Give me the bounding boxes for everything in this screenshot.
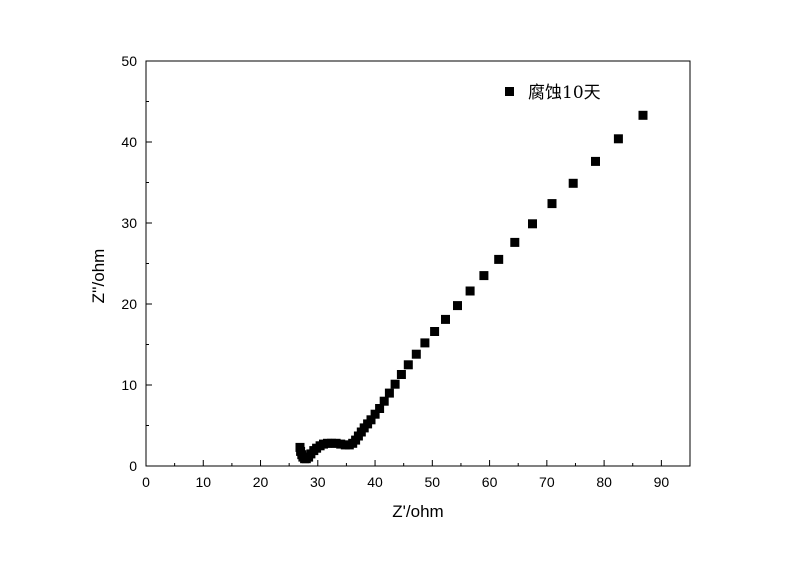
x-axis-title: Z'/ohm bbox=[392, 502, 443, 521]
y-tick-label: 50 bbox=[121, 53, 137, 69]
x-tick-label: 60 bbox=[482, 474, 498, 490]
x-tick-label: 70 bbox=[539, 474, 555, 490]
y-tick-label: 30 bbox=[121, 215, 137, 231]
x-tick-label: 80 bbox=[596, 474, 612, 490]
x-tick-label: 10 bbox=[195, 474, 211, 490]
data-point bbox=[384, 388, 394, 398]
data-point bbox=[336, 439, 346, 449]
data-point bbox=[613, 134, 623, 144]
data-point bbox=[331, 438, 341, 448]
data-point bbox=[379, 396, 389, 406]
x-tick-label: 0 bbox=[142, 474, 150, 490]
y-tick-label: 10 bbox=[121, 377, 137, 393]
data-point bbox=[390, 379, 400, 389]
data-point bbox=[327, 438, 336, 448]
data-point bbox=[510, 237, 520, 247]
data-point bbox=[494, 254, 504, 264]
data-point bbox=[366, 415, 376, 425]
data-point bbox=[528, 219, 537, 229]
data-point bbox=[547, 199, 557, 209]
x-axis: 0 10 20 30 40 50 60 70 80 90 bbox=[142, 460, 669, 490]
data-point bbox=[420, 338, 430, 348]
y-axis: 0 10 20 30 40 50 bbox=[121, 53, 152, 474]
x-tick-label: 30 bbox=[310, 474, 326, 490]
data-point bbox=[430, 327, 440, 336]
legend-marker bbox=[505, 87, 514, 96]
data-point bbox=[638, 110, 648, 120]
x-tick-label: 40 bbox=[367, 474, 383, 490]
data-point bbox=[411, 349, 421, 359]
legend-label: 腐蚀10天 bbox=[528, 83, 601, 103]
data-point bbox=[591, 156, 600, 166]
legend: 腐蚀10天 bbox=[505, 83, 601, 103]
y-tick-label: 40 bbox=[121, 134, 137, 150]
data-point bbox=[453, 301, 462, 311]
x-tick-label: 50 bbox=[425, 474, 441, 490]
data-point bbox=[403, 360, 413, 370]
x-tick-label: 20 bbox=[253, 474, 269, 490]
data-point bbox=[479, 271, 489, 281]
data-point bbox=[396, 370, 406, 379]
y-tick-label: 0 bbox=[129, 458, 137, 474]
y-tick-label: 20 bbox=[121, 296, 137, 312]
x-tick-label: 90 bbox=[654, 474, 670, 490]
data-point bbox=[568, 178, 578, 188]
data-point bbox=[441, 314, 450, 324]
data-point bbox=[370, 409, 380, 419]
y-axis-title: Z''/ohm bbox=[89, 249, 108, 304]
data-point bbox=[375, 404, 385, 413]
data-point bbox=[465, 286, 475, 296]
plot-frame bbox=[145, 60, 691, 467]
data-series bbox=[295, 110, 648, 464]
